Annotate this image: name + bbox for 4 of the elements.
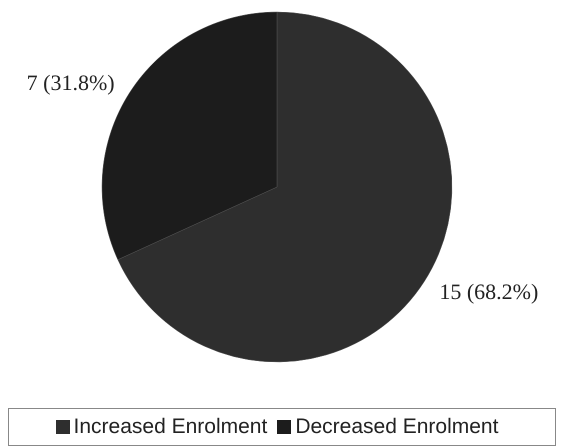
legend-label: Increased Enrolment xyxy=(74,415,268,438)
legend-label: Decreased Enrolment xyxy=(295,415,498,438)
data-label: 7 (31.8%) xyxy=(26,70,115,96)
data-label: 15 (68.2%) xyxy=(439,278,538,304)
